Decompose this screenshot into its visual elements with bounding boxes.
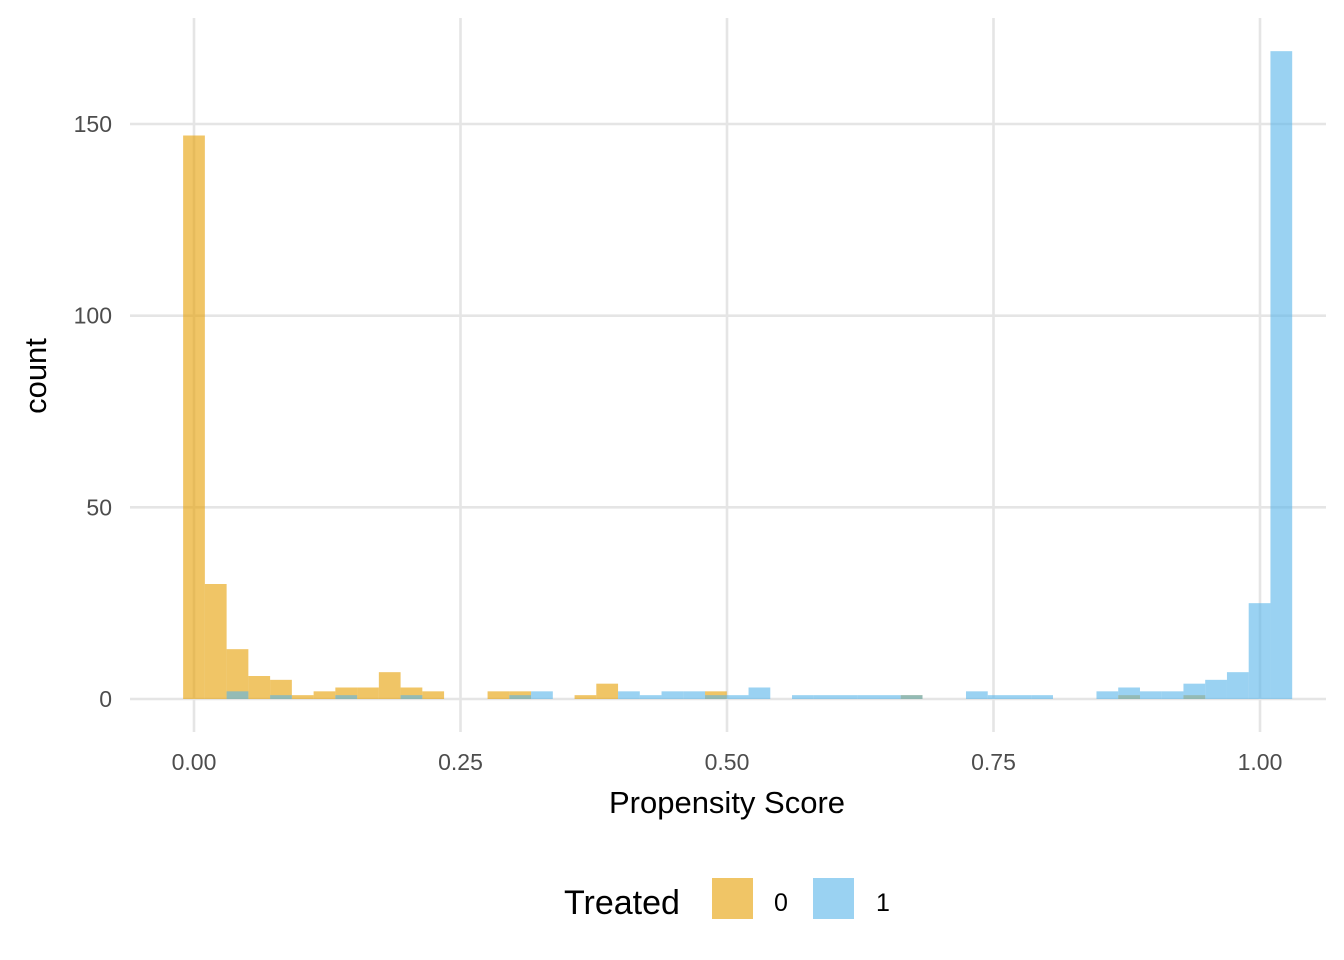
histogram-bar-treated-1 <box>813 695 836 699</box>
histogram-bar-treated-0 <box>291 695 314 699</box>
histogram-bar-treated-1 <box>792 695 814 699</box>
histogram-bar-treated-0 <box>313 691 336 699</box>
histogram-bar-treated-0 <box>183 135 205 699</box>
y-axis-tick-labels: 0 50 100 150 <box>74 111 112 712</box>
histogram-bar-treated-1 <box>1009 695 1032 699</box>
y-tick-label: 50 <box>86 494 112 520</box>
histogram-bar-treated-1 <box>1139 691 1162 699</box>
histogram-bar-treated-1 <box>226 691 249 699</box>
histogram-bar-treated-0 <box>270 679 292 699</box>
histogram-bar-treated-1 <box>639 695 662 699</box>
histogram-bar-treated-1 <box>618 691 640 699</box>
histogram-bar-treated-0 <box>226 649 249 699</box>
legend-label-0: 0 <box>774 889 788 917</box>
legend-title: Treated <box>564 884 680 922</box>
legend-label-1: 1 <box>876 889 890 917</box>
histogram-bar-treated-1 <box>1161 691 1184 699</box>
legend-key-1 <box>813 878 854 919</box>
histogram-bar-treated-0 <box>509 691 532 699</box>
histogram-bar-treated-1 <box>705 695 727 699</box>
histogram-bar-treated-1 <box>748 687 771 699</box>
x-axis-title: Propensity Score <box>609 785 845 820</box>
histogram-bar-treated-0 <box>335 687 358 699</box>
histogram-bar-treated-0 <box>357 687 379 699</box>
histogram-bar-treated-0 <box>422 691 445 699</box>
y-tick-label: 150 <box>74 111 112 137</box>
histogram-bar-treated-1 <box>1031 695 1053 699</box>
x-tick-label: 0.50 <box>705 749 750 775</box>
histogram-bar-treated-1 <box>987 695 1010 699</box>
histogram-bar-treated-1 <box>726 695 749 699</box>
histogram-bar-treated-1 <box>531 691 553 699</box>
histogram-bar-treated-1 <box>1096 691 1119 699</box>
histogram-bar-treated-0 <box>248 676 271 699</box>
histogram-bar-treated-1 <box>270 695 292 699</box>
histogram-bar-treated-0 <box>574 695 597 699</box>
histogram-bar-treated-1 <box>965 691 988 699</box>
histogram-bar-treated-0 <box>378 672 401 699</box>
x-tick-label: 0.00 <box>172 749 217 775</box>
histogram-bars <box>183 51 1293 699</box>
histogram-bar-treated-0 <box>400 687 423 699</box>
histogram-bar-treated-1 <box>1226 672 1249 699</box>
grid-lines <box>130 18 1326 732</box>
y-axis-title: count <box>18 338 53 414</box>
histogram-bar-treated-1 <box>335 695 358 699</box>
histogram-bar-treated-0 <box>487 691 510 699</box>
histogram-bar-treated-1 <box>900 695 923 699</box>
histogram-bar-treated-0 <box>204 584 227 699</box>
histogram-bar-treated-0 <box>596 683 619 699</box>
histogram-bar-treated-1 <box>400 695 423 699</box>
x-tick-label: 1.00 <box>1238 749 1283 775</box>
histogram-bar-treated-1 <box>661 691 684 699</box>
histogram-bar-treated-0 <box>705 691 727 699</box>
histogram-bar-treated-1 <box>835 695 858 699</box>
histogram-bar-treated-1 <box>857 695 880 699</box>
histogram-bar-treated-1 <box>1270 51 1293 699</box>
y-tick-label: 0 <box>99 686 112 712</box>
y-tick-label: 100 <box>74 303 112 329</box>
x-tick-label: 0.25 <box>438 749 483 775</box>
histogram-bar-treated-1 <box>1205 679 1227 699</box>
histogram-bar-treated-1 <box>1183 683 1206 699</box>
histogram-bar-treated-1 <box>879 695 901 699</box>
legend-key-0 <box>712 878 753 919</box>
histogram-bar-treated-1 <box>1248 603 1271 699</box>
histogram-bar-treated-1 <box>509 695 532 699</box>
legend: Treated 0 1 <box>564 878 890 922</box>
x-tick-label: 0.75 <box>971 749 1016 775</box>
x-axis-tick-labels: 0.00 0.25 0.50 0.75 1.00 <box>172 749 1283 775</box>
histogram-bar-treated-1 <box>683 691 706 699</box>
histogram-bar-treated-1 <box>1118 687 1140 699</box>
